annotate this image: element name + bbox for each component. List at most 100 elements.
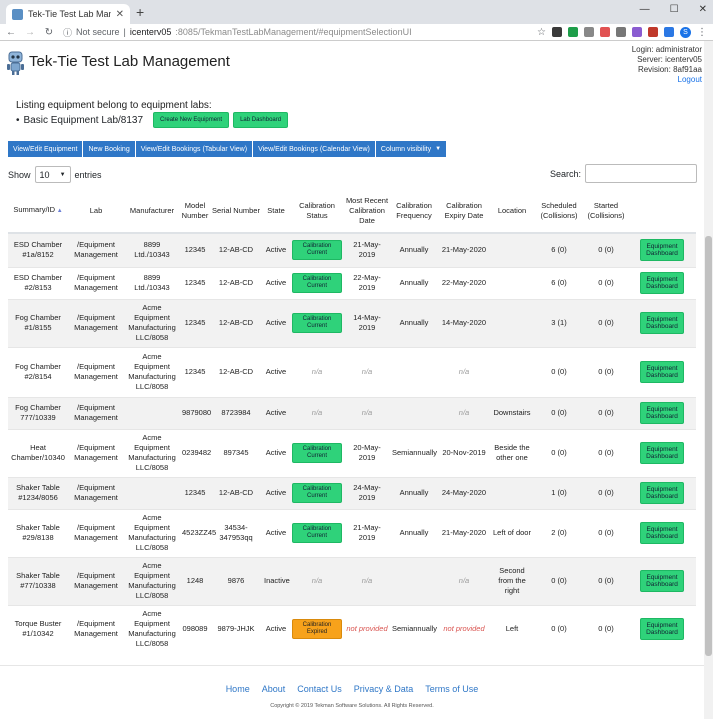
column-header[interactable]: Serial Number [210, 189, 262, 234]
column-header[interactable]: Location [490, 189, 534, 234]
page-scrollbar[interactable] [704, 41, 713, 719]
column-header[interactable]: Scheduled (Collisions) [534, 189, 584, 234]
table-row[interactable]: Torque Buster #1/10342/Equipment Managem… [8, 604, 696, 653]
menu-kebab-icon[interactable]: ⋮ [697, 26, 707, 38]
cell-recent: n/a [344, 396, 390, 429]
logout-link[interactable]: Logout [677, 75, 702, 84]
cell-recent: 21-May-2019 [344, 232, 390, 267]
equipment-dashboard-button[interactable]: Equipment Dashboard [640, 570, 684, 592]
scrollbar-thumb[interactable] [705, 236, 712, 656]
close-window-icon[interactable]: ✕ [698, 4, 707, 15]
footer-link[interactable]: Home [225, 684, 250, 694]
footer-link[interactable]: About [261, 684, 286, 694]
extension-icon[interactable] [648, 27, 658, 37]
back-icon[interactable]: ← [6, 26, 16, 38]
equipment-dashboard-button[interactable]: Equipment Dashboard [640, 272, 684, 294]
model-value: 098089 [182, 624, 208, 634]
create-new-equipment-button[interactable]: Create New Equipment [153, 112, 230, 128]
profile-avatar[interactable]: S [680, 26, 691, 38]
search-input[interactable] [585, 164, 697, 183]
extension-icon[interactable] [632, 27, 642, 37]
new-tab-icon[interactable]: + [136, 4, 145, 20]
equipment-dashboard-button[interactable]: Equipment Dashboard [640, 402, 684, 424]
reload-icon[interactable]: ↻ [44, 26, 54, 38]
cell-started: 0 (0) [584, 476, 628, 509]
serial-value: 12-AB-CD [218, 318, 254, 327]
table-row[interactable]: Fog Chamber 777/10339/Equipment Manageme… [8, 396, 696, 429]
cell-model: 9879080 [180, 396, 211, 429]
view-edit-equipment-button[interactable]: View/Edit Equipment [8, 141, 83, 157]
column-header[interactable]: Summary/ID ▲ [8, 189, 68, 234]
table-row[interactable]: ESD Chamber #1a/8152/Equipment Managemen… [8, 232, 696, 267]
cell-frequency: Semiannually [390, 428, 438, 477]
column-visibility-label: Column visibility [380, 145, 432, 153]
extension-icon[interactable] [568, 27, 578, 37]
cell-summary: Fog Chamber 777/10339 [8, 396, 68, 429]
column-header[interactable]: Most Recent Calibration Date [344, 189, 390, 234]
lab-value: /Equipment Management [74, 483, 118, 502]
page-size-select[interactable]: 10 ▼ [34, 166, 71, 183]
equipment-dashboard-button[interactable]: Equipment Dashboard [640, 312, 684, 334]
location-value: Second from the right [498, 566, 526, 595]
browser-tab[interactable]: Tek-Tie Test Lab Management ✕ [6, 4, 130, 24]
table-header-row: Summary/ID ▲ Lab Manufacturer Model Number S… [8, 189, 696, 234]
summary-value: Shaker Table #77/10338 [16, 571, 60, 590]
footer-link[interactable]: Contact Us [297, 684, 342, 694]
new-booking-button[interactable]: New Booking [83, 141, 135, 157]
extension-icon[interactable] [616, 27, 626, 37]
cell-location [490, 232, 534, 267]
state-value: Active [265, 528, 287, 537]
equipment-dashboard-button[interactable]: Equipment Dashboard [640, 361, 684, 383]
equipment-dashboard-button[interactable]: Equipment Dashboard [640, 482, 684, 504]
footer-link[interactable]: Terms of Use [425, 684, 479, 694]
cell-lab: /Equipment Management [68, 556, 124, 605]
column-header[interactable] [628, 189, 696, 234]
table-row[interactable]: Heat Chamber/10340/Equipment Management A… [8, 428, 696, 477]
column-header[interactable]: Calibration Expiry Date [438, 189, 490, 234]
cell-expiry: 14-May-2020 [438, 298, 490, 347]
column-header[interactable]: State [262, 189, 290, 234]
column-header[interactable]: Model Number [180, 189, 210, 234]
bookings-calendar-button[interactable]: View/Edit Bookings (Calendar View) [253, 141, 375, 157]
table-row[interactable]: Fog Chamber #2/8154/Equipment Management… [8, 346, 696, 397]
column-visibility-button[interactable]: Column visibility ▼ [375, 141, 447, 157]
frequency-value: Annually [399, 278, 429, 287]
serial-value: 12-AB-CD [218, 245, 254, 255]
cell-cal-status: n/a [290, 346, 344, 397]
column-header[interactable]: Started (Collisions) [584, 189, 628, 234]
extension-icon[interactable] [600, 27, 610, 37]
equipment-dashboard-button[interactable]: Equipment Dashboard [640, 442, 684, 464]
minimize-icon[interactable]: — [639, 4, 650, 15]
cell-cal-status: Calibration Current [290, 298, 344, 347]
bookings-tabular-button[interactable]: View/Edit Bookings (Tabular View) [135, 141, 253, 157]
forward-icon[interactable]: → [25, 26, 35, 38]
bookmark-star-icon[interactable]: ☆ [537, 26, 546, 38]
page-size-control: Show 10 ▼ entries [8, 166, 102, 183]
column-header[interactable]: Calibration Status [290, 189, 344, 234]
table-row[interactable]: Shaker Table #29/8138/Equipment Manageme… [8, 508, 696, 557]
column-header[interactable]: Lab [68, 189, 124, 234]
table-row[interactable]: ESD Chamber #2/8153/Equipment Management… [8, 266, 696, 299]
table-row[interactable]: Shaker Table #1234/8056/Equipment Manage… [8, 476, 696, 509]
equipment-dashboard-button[interactable]: Equipment Dashboard [640, 239, 684, 262]
equipment-dashboard-button[interactable]: Equipment Dashboard [640, 618, 684, 641]
column-header[interactable]: Manufacturer [124, 189, 180, 234]
cell-manufacturer [124, 476, 180, 509]
cell-state: Inactive [262, 556, 290, 605]
info-icon[interactable]: ⓘ [63, 27, 73, 38]
cell-started: 0 (0) [584, 428, 628, 477]
maximize-icon[interactable]: ☐ [669, 4, 679, 15]
tab-close-icon[interactable]: ✕ [115, 8, 124, 20]
address-bar[interactable]: ⓘ Not secure | icenterv05:8085/TekmanTes… [63, 27, 412, 38]
table-row[interactable]: Fog Chamber #1/8155/Equipment Management… [8, 298, 696, 347]
table-row[interactable]: Shaker Table #77/10338/Equipment Managem… [8, 556, 696, 605]
extension-icon[interactable] [664, 27, 674, 37]
cell-serial: 12-AB-CD [210, 298, 262, 347]
extension-icon[interactable] [584, 27, 594, 37]
lab-dashboard-button[interactable]: Lab Dashboard [233, 112, 289, 128]
extension-icon[interactable] [552, 27, 562, 37]
equipment-dashboard-button[interactable]: Equipment Dashboard [640, 522, 684, 544]
not-applicable-text: n/a [361, 367, 373, 376]
column-header[interactable]: Calibration Frequency [390, 189, 438, 234]
footer-link[interactable]: Privacy & Data [353, 684, 414, 694]
